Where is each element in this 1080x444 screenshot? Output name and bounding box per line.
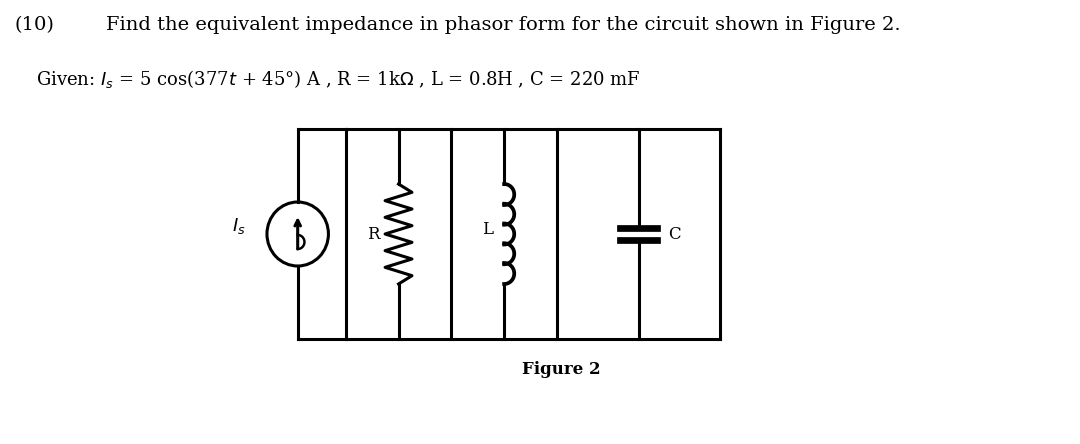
Text: L: L	[482, 221, 492, 238]
Text: Find the equivalent impedance in phasor form for the circuit shown in Figure 2.: Find the equivalent impedance in phasor …	[106, 16, 901, 34]
Text: C: C	[669, 226, 681, 242]
Text: $I_s$: $I_s$	[232, 216, 246, 236]
Text: (10): (10)	[14, 16, 54, 34]
Text: R: R	[367, 226, 379, 242]
Text: Given: $I_s$ = 5 cos(377$t$ + 45°) A , R = 1k$\Omega$ , L = 0.8H , C = 220 mF: Given: $I_s$ = 5 cos(377$t$ + 45°) A , R…	[37, 68, 642, 90]
Text: Figure 2: Figure 2	[523, 361, 602, 378]
